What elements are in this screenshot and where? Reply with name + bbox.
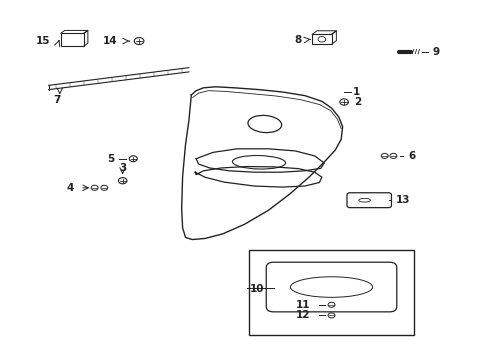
Text: 13: 13 — [394, 195, 409, 205]
Text: 6: 6 — [407, 151, 414, 161]
Text: 4: 4 — [67, 183, 74, 193]
Text: 11: 11 — [295, 300, 309, 310]
Text: 10: 10 — [249, 284, 264, 294]
Bar — [311, 34, 331, 44]
Text: 8: 8 — [294, 35, 301, 45]
Bar — [61, 33, 84, 46]
Text: 5: 5 — [106, 154, 114, 164]
Text: 7: 7 — [53, 95, 61, 105]
Bar — [249, 250, 413, 335]
Text: 2: 2 — [353, 97, 360, 107]
Text: 14: 14 — [103, 36, 118, 46]
Text: 9: 9 — [431, 47, 438, 57]
Text: 15: 15 — [36, 36, 50, 46]
Text: 1: 1 — [352, 87, 360, 97]
Text: 3: 3 — [119, 163, 126, 172]
Text: 12: 12 — [295, 310, 309, 320]
